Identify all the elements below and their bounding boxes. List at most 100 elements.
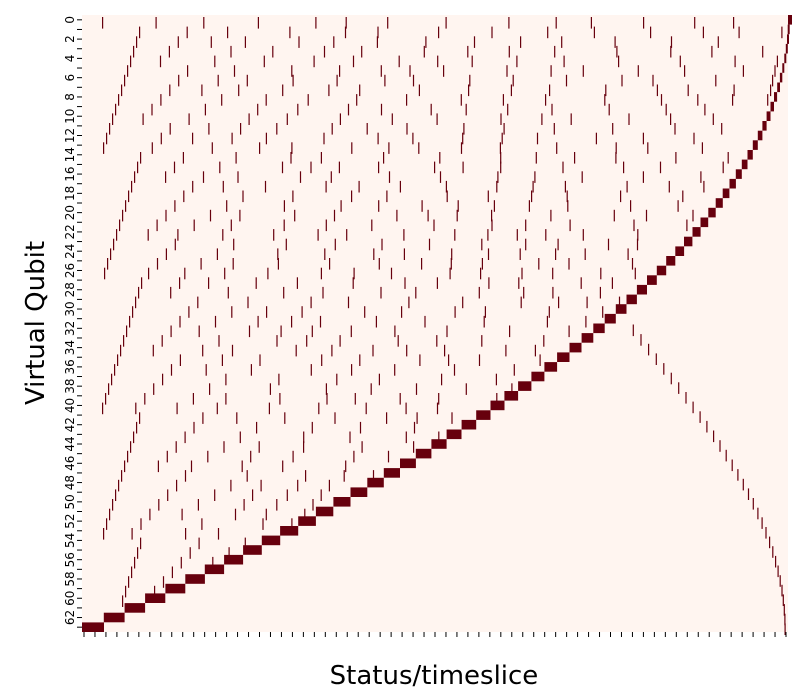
heatmap-cell-mark [336, 373, 338, 386]
heatmap-cell-curve [737, 469, 739, 481]
heatmap-cell-mark [133, 45, 135, 58]
heatmap-cell-mark [347, 103, 350, 116]
heatmap-cell-mark [674, 123, 676, 135]
heatmap-cell-mark [125, 200, 127, 212]
heatmap-cell-mark [192, 393, 194, 405]
heatmap-cell-mark [116, 229, 118, 241]
heatmap-cell-mark [123, 335, 125, 347]
y-tick-label: 38 [63, 379, 77, 394]
heatmap-cell-mark [184, 431, 186, 444]
heatmap-cell-mark [615, 152, 617, 164]
heatmap-cell-mark [285, 238, 287, 251]
heatmap-cell-mark [550, 209, 552, 222]
heatmap-cell-mark [742, 65, 744, 77]
y-axis-label: Virtual Qubit [21, 241, 51, 405]
heatmap-cell-block [593, 323, 605, 334]
x-axis-label: Status/timeslice [330, 661, 539, 691]
heatmap-cell-mark [418, 142, 420, 154]
heatmap-cell-mark [259, 354, 261, 366]
heatmap-cell-mark [131, 566, 133, 579]
heatmap-cell-mark [397, 335, 399, 347]
heatmap-cell-block [243, 545, 262, 555]
heatmap-cell-block [787, 34, 789, 44]
heatmap-cell-mark [266, 306, 268, 318]
heatmap-cell-mark [394, 364, 396, 376]
heatmap-cell-mark [239, 209, 241, 222]
heatmap-cell-mark [127, 450, 129, 463]
heatmap-cell-mark [111, 373, 113, 386]
heatmap-cell-block [298, 516, 316, 526]
heatmap-cell-mark [338, 161, 340, 174]
heatmap-cell-mark [193, 219, 195, 232]
heatmap-cell-curve [769, 536, 771, 549]
heatmap-cell-mark [446, 325, 448, 338]
heatmap-cell-mark [169, 84, 171, 97]
heatmap-cell-mark [165, 209, 167, 222]
heatmap-cell-mark [405, 402, 407, 415]
heatmap-cell-mark [232, 258, 234, 270]
y-tick-label: 40 [63, 398, 77, 413]
heatmap-cell-mark [354, 393, 356, 405]
heatmap-cell-mark [104, 267, 106, 280]
heatmap-cell-mark [121, 84, 123, 97]
heatmap-cell-mark [161, 335, 163, 347]
heatmap-cell-block [747, 150, 753, 160]
heatmap-cell-mark [604, 94, 606, 106]
heatmap-cell-mark [282, 84, 284, 97]
heatmap-cell-mark [325, 383, 327, 395]
heatmap-cell-block [185, 574, 205, 584]
heatmap-background [82, 15, 788, 632]
heatmap-cell-mark [496, 180, 498, 193]
heatmap-cell-mark [520, 36, 522, 48]
heatmap-cell-mark [364, 306, 366, 318]
heatmap-cell-mark [135, 402, 137, 415]
heatmap-cell-mark [328, 479, 330, 492]
heatmap-cell-mark [292, 190, 294, 203]
y-tick-label: 58 [63, 571, 77, 586]
heatmap-cell-mark [278, 373, 280, 386]
heatmap-cell-mark [528, 200, 530, 212]
heatmap-cell-mark [178, 74, 180, 87]
heatmap-cell-curve [640, 334, 642, 346]
heatmap-cell-block [715, 198, 723, 208]
heatmap-cell-mark [282, 460, 284, 473]
heatmap-cell-mark [436, 113, 438, 125]
heatmap-cell-mark [144, 393, 146, 405]
heatmap-cell-mark [333, 209, 336, 222]
heatmap-cell-mark [733, 17, 735, 29]
heatmap-cell-mark [380, 286, 382, 299]
heatmap-cell-mark [412, 74, 415, 87]
heatmap-cell-mark [510, 84, 512, 97]
heatmap-cell-mark [399, 393, 401, 405]
heatmap-cell-mark [207, 450, 209, 463]
heatmap-cell-mark [127, 65, 129, 77]
heatmap-cell-block [615, 304, 627, 314]
heatmap-cell-mark [230, 219, 232, 232]
heatmap-cell-mark [491, 219, 493, 232]
heatmap-cell-mark [171, 566, 173, 579]
heatmap-cell-mark [170, 286, 172, 299]
heatmap-cell-mark [221, 94, 223, 106]
heatmap-cell-curve [670, 372, 672, 385]
heatmap-cell-mark [136, 421, 138, 434]
heatmap-cell-block [476, 410, 491, 420]
heatmap-cell-mark [424, 315, 426, 328]
heatmap-cell-mark [188, 306, 190, 318]
heatmap-cell-mark [343, 470, 345, 482]
heatmap-cell-block [656, 265, 667, 276]
heatmap-cell-mark [315, 17, 317, 29]
heatmap-cell-mark [439, 152, 441, 164]
heatmap-cell-mark [371, 219, 373, 232]
heatmap-cell-mark [231, 306, 233, 318]
heatmap-cell-mark [330, 171, 332, 183]
heatmap-cell-block [124, 603, 146, 613]
heatmap-cell-mark [668, 180, 670, 193]
heatmap-cell-mark [122, 595, 124, 607]
heatmap-cell-mark [413, 421, 416, 434]
heatmap-cell-mark [323, 132, 325, 145]
heatmap-cell-mark [545, 94, 547, 106]
heatmap-cell-mark [506, 65, 508, 77]
heatmap-cell-mark [273, 229, 275, 241]
heatmap-cell-mark [421, 200, 423, 212]
